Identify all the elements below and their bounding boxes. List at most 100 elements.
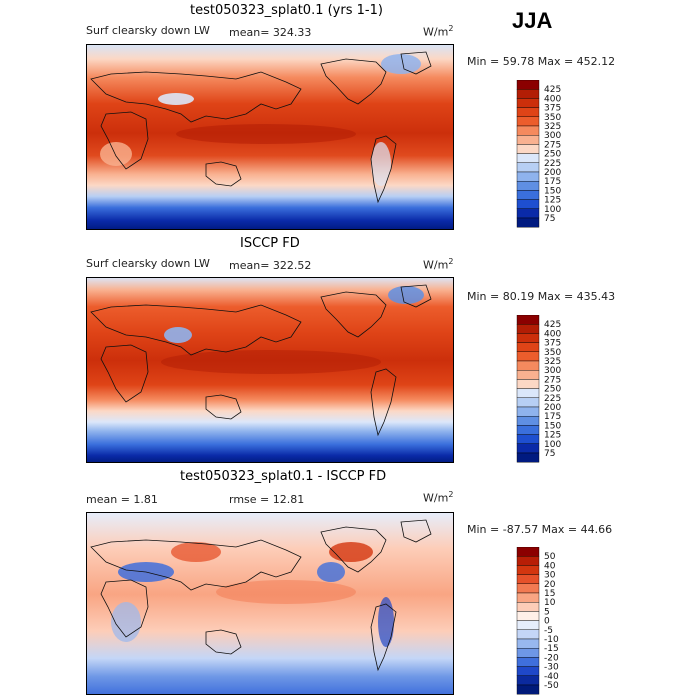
colorbar-tick-label: 400 xyxy=(544,94,561,104)
panel2-colorbar-swatches xyxy=(516,315,540,463)
colorbar-swatch xyxy=(516,583,540,594)
colorbar-swatch xyxy=(516,647,540,658)
colorbar-swatch xyxy=(516,125,540,136)
colorbar-swatch xyxy=(516,107,540,118)
colorbar-tick-label: 250 xyxy=(544,385,561,395)
colorbar-tick-label: -10 xyxy=(544,635,559,645)
colorbar-swatch xyxy=(516,555,540,566)
colorbar-tick-label: 350 xyxy=(544,348,561,358)
colorbar-tick-label: 325 xyxy=(544,122,561,132)
colorbar-swatch xyxy=(516,360,540,371)
colorbar-tick-label: 30 xyxy=(544,571,556,581)
colorbar-swatch xyxy=(516,351,540,362)
colorbar-tick-label: 125 xyxy=(544,196,561,206)
panel3-map xyxy=(86,512,454,695)
colorbar-tick-label: 425 xyxy=(544,85,561,95)
panel2-minmax: Min = 80.19 Max = 435.43 xyxy=(467,290,616,303)
colorbar-swatch xyxy=(516,162,540,173)
colorbar-swatch xyxy=(516,611,540,621)
colorbar-tick-label: 40 xyxy=(544,561,556,571)
panel3-colorbar-swatches xyxy=(516,547,540,695)
colorbar-tick-label: -40 xyxy=(544,672,559,682)
panel2-colorbar: 4254003753503253002752502252001751501251… xyxy=(516,315,561,463)
colorbar-swatch xyxy=(516,217,540,228)
panel1-minmax: Min = 59.78 Max = 452.12 xyxy=(467,55,616,68)
colorbar-swatch xyxy=(516,342,540,353)
colorbar-swatch xyxy=(516,171,540,182)
colorbar-tick-label: 10 xyxy=(544,598,556,608)
colorbar-tick-label: 200 xyxy=(544,403,561,413)
colorbar-swatch xyxy=(516,315,540,325)
panel3-mean: mean = 1.81 xyxy=(86,493,158,506)
colorbar-tick-label: -30 xyxy=(544,663,559,673)
panel3-unit: W/m2 xyxy=(423,490,454,505)
colorbar-tick-label: 100 xyxy=(544,440,561,450)
colorbar-tick-label: -20 xyxy=(544,653,559,663)
colorbar-swatch xyxy=(516,547,540,557)
colorbar-tick-label: -5 xyxy=(544,626,553,636)
panel3-rmse: rmse = 12.81 xyxy=(229,493,305,506)
colorbar-swatch xyxy=(516,638,540,649)
colorbar-swatch xyxy=(516,144,540,154)
colorbar-tick-label: 15 xyxy=(544,589,555,599)
colorbar-swatch xyxy=(516,190,540,200)
colorbar-swatch xyxy=(516,452,540,463)
panel1-map xyxy=(86,44,454,230)
colorbar-tick-label: 125 xyxy=(544,431,561,441)
colorbar-swatch xyxy=(516,425,540,435)
colorbar-tick-label: 375 xyxy=(544,339,561,349)
colorbar-swatch xyxy=(516,675,540,686)
colorbar-tick-label: 50 xyxy=(544,552,556,562)
panel2-colorbar-labels: 4254003753503253002752502252001751501251… xyxy=(544,320,561,459)
colorbar-tick-label: 225 xyxy=(544,159,561,169)
panel3-minmax: Min = -87.57 Max = 44.66 xyxy=(467,523,613,536)
colorbar-swatch xyxy=(516,116,540,127)
colorbar-swatch xyxy=(516,620,540,630)
colorbar-tick-label: -50 xyxy=(544,681,559,691)
colorbar-swatch xyxy=(516,666,540,676)
colorbar-swatch xyxy=(516,592,540,603)
colorbar-tick-label: 350 xyxy=(544,113,561,123)
colorbar-swatch xyxy=(516,388,540,398)
colorbar-tick-label: 100 xyxy=(544,205,561,215)
colorbar-swatch xyxy=(516,434,540,444)
colorbar-swatch xyxy=(516,574,540,585)
colorbar-tick-label: -15 xyxy=(544,644,559,654)
colorbar-swatch xyxy=(516,415,540,426)
panel2-variable: Surf clearsky down LW xyxy=(86,257,210,270)
colorbar-tick-label: 150 xyxy=(544,421,561,431)
colorbar-swatch xyxy=(516,565,540,575)
colorbar-swatch xyxy=(516,333,540,343)
colorbar-tick-label: 325 xyxy=(544,357,561,367)
panel3-title: test050323_splat0.1 - ISCCP FD xyxy=(180,469,387,484)
colorbar-tick-label: 175 xyxy=(544,177,561,187)
panel2-unit: W/m2 xyxy=(423,257,454,272)
colorbar-swatch xyxy=(516,208,540,219)
panel1-title: test050323_splat0.1 (yrs 1-1) xyxy=(190,3,383,18)
colorbar-swatch xyxy=(516,98,540,108)
colorbar-swatch xyxy=(516,629,540,640)
panel1-mean: mean= 324.33 xyxy=(229,26,312,39)
colorbar-tick-label: 75 xyxy=(544,449,555,459)
colorbar-tick-label: 0 xyxy=(544,617,550,627)
colorbar-swatch xyxy=(516,657,540,667)
colorbar-swatch xyxy=(516,370,540,380)
colorbar-swatch xyxy=(516,406,540,417)
colorbar-swatch xyxy=(516,684,540,695)
colorbar-tick-label: 300 xyxy=(544,366,561,376)
colorbar-swatch xyxy=(516,180,540,191)
colorbar-swatch xyxy=(516,199,540,209)
panel1-colorbar-labels: 4254003753503253002752502252001751501251… xyxy=(544,85,561,224)
colorbar-swatch xyxy=(516,323,540,334)
colorbar-tick-label: 225 xyxy=(544,394,561,404)
colorbar-swatch xyxy=(516,88,540,99)
colorbar-swatch xyxy=(516,80,540,90)
panel1-unit: W/m2 xyxy=(423,24,454,39)
colorbar-swatch xyxy=(516,602,540,612)
colorbar-tick-label: 275 xyxy=(544,375,561,385)
season-label: JJA xyxy=(512,8,553,33)
colorbar-tick-label: 300 xyxy=(544,131,561,141)
colorbar-tick-label: 5 xyxy=(544,607,550,617)
colorbar-tick-label: 20 xyxy=(544,580,556,590)
